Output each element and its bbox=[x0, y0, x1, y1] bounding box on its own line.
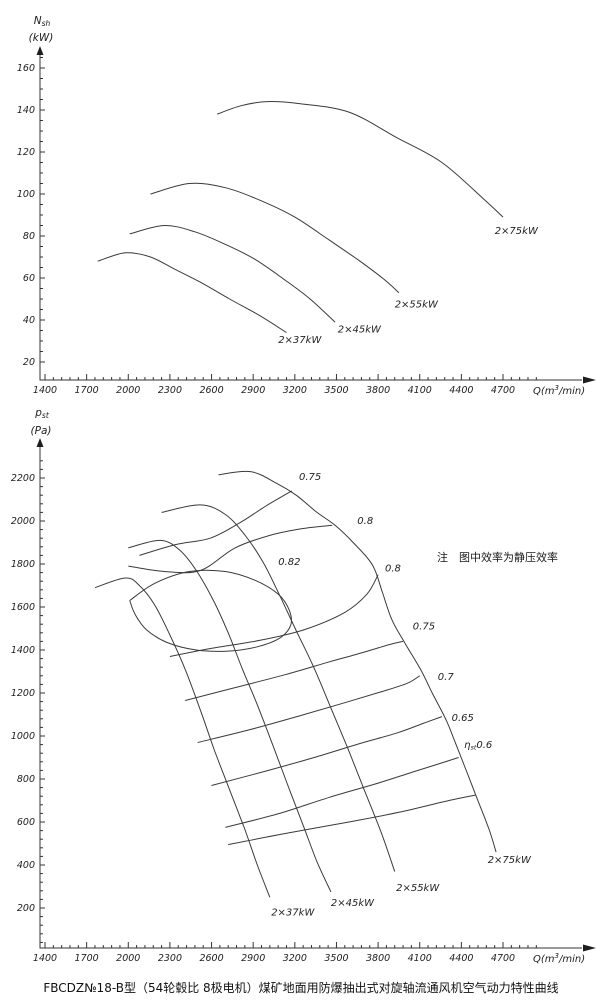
x-tick-label: 4400 bbox=[449, 953, 473, 964]
curve-label: 0.8 bbox=[357, 516, 373, 527]
x-tick-label: 3800 bbox=[366, 953, 390, 964]
fan-curve-255kW bbox=[161, 504, 396, 872]
curve-label: 2×75kW bbox=[488, 855, 532, 866]
y-tick-label: 1800 bbox=[11, 559, 35, 570]
x-tick-label: 2900 bbox=[241, 953, 265, 964]
efficiency-contour-0.8 bbox=[169, 574, 379, 657]
x-tick-label: 4100 bbox=[408, 385, 432, 396]
y-tick-label: 800 bbox=[17, 774, 35, 785]
curve-label: 2×45kW bbox=[338, 325, 382, 336]
static-pressure-chart: 1400 1700 2000 2300 2600 2900 3200 3500 3800 4100… bbox=[11, 438, 596, 964]
x-tick-label: 1400 bbox=[33, 953, 57, 964]
efficiency-contour bbox=[228, 794, 476, 846]
shaft-power-chart: 1400 1700 2000 2300 2600 2900 3200 3500 3800 4100… bbox=[17, 46, 596, 396]
y-tick-label: 120 bbox=[17, 147, 35, 158]
curve-label: 0.65 bbox=[452, 713, 474, 724]
y-tick-label: 1200 bbox=[11, 688, 35, 699]
axis-lines bbox=[39, 444, 582, 949]
x-tick-label: 2000 bbox=[116, 385, 140, 396]
curve-label: 2×55kW bbox=[395, 299, 439, 310]
x-tick-label: 3200 bbox=[283, 385, 307, 396]
curve-label: 0.82 bbox=[278, 557, 300, 568]
y-tick-label: 140 bbox=[17, 105, 35, 116]
y-tick-label: 200 bbox=[17, 903, 35, 914]
y-axis-unit-pressure: (Pa) bbox=[31, 425, 52, 437]
efficiency-contour-0.7 bbox=[197, 675, 420, 743]
y-tick-label: 2200 bbox=[11, 473, 35, 484]
x-tick-label: 2600 bbox=[199, 385, 223, 396]
efficiency-contour-0.75 bbox=[185, 640, 404, 701]
y-tick-label: 100 bbox=[17, 189, 35, 200]
fan-curve-237kW bbox=[97, 252, 287, 334]
curve-label: 2×37kW bbox=[278, 335, 322, 346]
curve-label: 0.7 bbox=[438, 672, 455, 683]
y-axis-arrow bbox=[36, 46, 44, 55]
fan-curve-245kW bbox=[128, 539, 332, 893]
x-tick-label: 1700 bbox=[75, 953, 99, 964]
y-tick-label: 40 bbox=[23, 315, 35, 326]
x-tick-label: 3500 bbox=[324, 385, 348, 396]
curve-label: 0.75 bbox=[299, 472, 321, 483]
x-axis-title-pressure: Q(m3/min) bbox=[533, 952, 585, 965]
x-tick-label: 4700 bbox=[491, 385, 515, 396]
curve-label: 0.75 bbox=[413, 622, 435, 633]
x-tick-label: 2600 bbox=[199, 953, 223, 964]
efficiency-contour-0.82 bbox=[129, 569, 292, 652]
x-axis-arrow bbox=[583, 376, 596, 384]
x-axis-title-power: Q(m3/min) bbox=[533, 384, 585, 397]
y-axis-title-pressure: pst bbox=[34, 407, 50, 420]
curve-label: 0.8 bbox=[385, 564, 401, 575]
y-tick-label: 600 bbox=[17, 817, 35, 828]
figure-caption: FBCDZ№18-B型（54轮毂比 8极电机）煤矿地面用防爆抽出式对旋轴流通风机… bbox=[43, 980, 558, 995]
y-tick-label: 60 bbox=[23, 273, 35, 284]
x-tick-label: 2900 bbox=[241, 385, 265, 396]
y-tick-label: 20 bbox=[23, 357, 35, 368]
y-tick-label: 2000 bbox=[11, 516, 35, 527]
x-tick-label: 4700 bbox=[491, 953, 515, 964]
x-tick-label: 3200 bbox=[283, 953, 307, 964]
y-tick-label: 1600 bbox=[11, 602, 35, 613]
y-tick-label: 1400 bbox=[11, 645, 35, 656]
y-axis-title-power: Nsh bbox=[34, 15, 51, 28]
y-axis-unit-power: (kW) bbox=[29, 32, 54, 44]
curve-label: 2×75kW bbox=[495, 226, 539, 237]
y-tick-label: 160 bbox=[17, 63, 35, 74]
efficiency-contour-0.75 bbox=[139, 490, 293, 556]
fan-curve-255kW bbox=[150, 182, 400, 294]
x-tick-label: 1400 bbox=[33, 385, 57, 396]
x-tick-label: 2300 bbox=[158, 953, 182, 964]
fan-curve-245kW bbox=[129, 224, 336, 323]
x-tick-label: 2000 bbox=[116, 953, 140, 964]
efficiency-note: 注 图中效率为静压效率 bbox=[437, 550, 558, 564]
fan-curve-275kW bbox=[216, 101, 504, 218]
curve-label: 2×45kW bbox=[331, 898, 375, 909]
efficiency-contour-0.65 bbox=[211, 716, 443, 786]
y-tick-label: 80 bbox=[23, 231, 35, 242]
axis-lines bbox=[39, 52, 582, 381]
x-tick-label: 4400 bbox=[449, 385, 473, 396]
fan-curve-275kW bbox=[218, 470, 497, 853]
y-tick-label: 400 bbox=[17, 860, 35, 871]
y-axis-arrow bbox=[36, 438, 44, 447]
curve-label: 2×37kW bbox=[271, 908, 315, 919]
curve-label: ηst0.6 bbox=[464, 740, 492, 752]
x-axis-arrow bbox=[583, 944, 596, 952]
curve-label: 2×55kW bbox=[396, 883, 440, 894]
x-tick-label: 3800 bbox=[366, 385, 390, 396]
fan-curve-237kW bbox=[94, 577, 271, 898]
y-tick-label: 1000 bbox=[11, 731, 35, 742]
x-tick-label: 4100 bbox=[408, 953, 432, 964]
efficiency-contour-st0.6 bbox=[225, 757, 459, 828]
x-tick-label: 1700 bbox=[75, 385, 99, 396]
efficiency-contour-0.8 bbox=[128, 524, 333, 574]
x-tick-label: 3500 bbox=[324, 953, 348, 964]
x-tick-label: 2300 bbox=[158, 385, 182, 396]
